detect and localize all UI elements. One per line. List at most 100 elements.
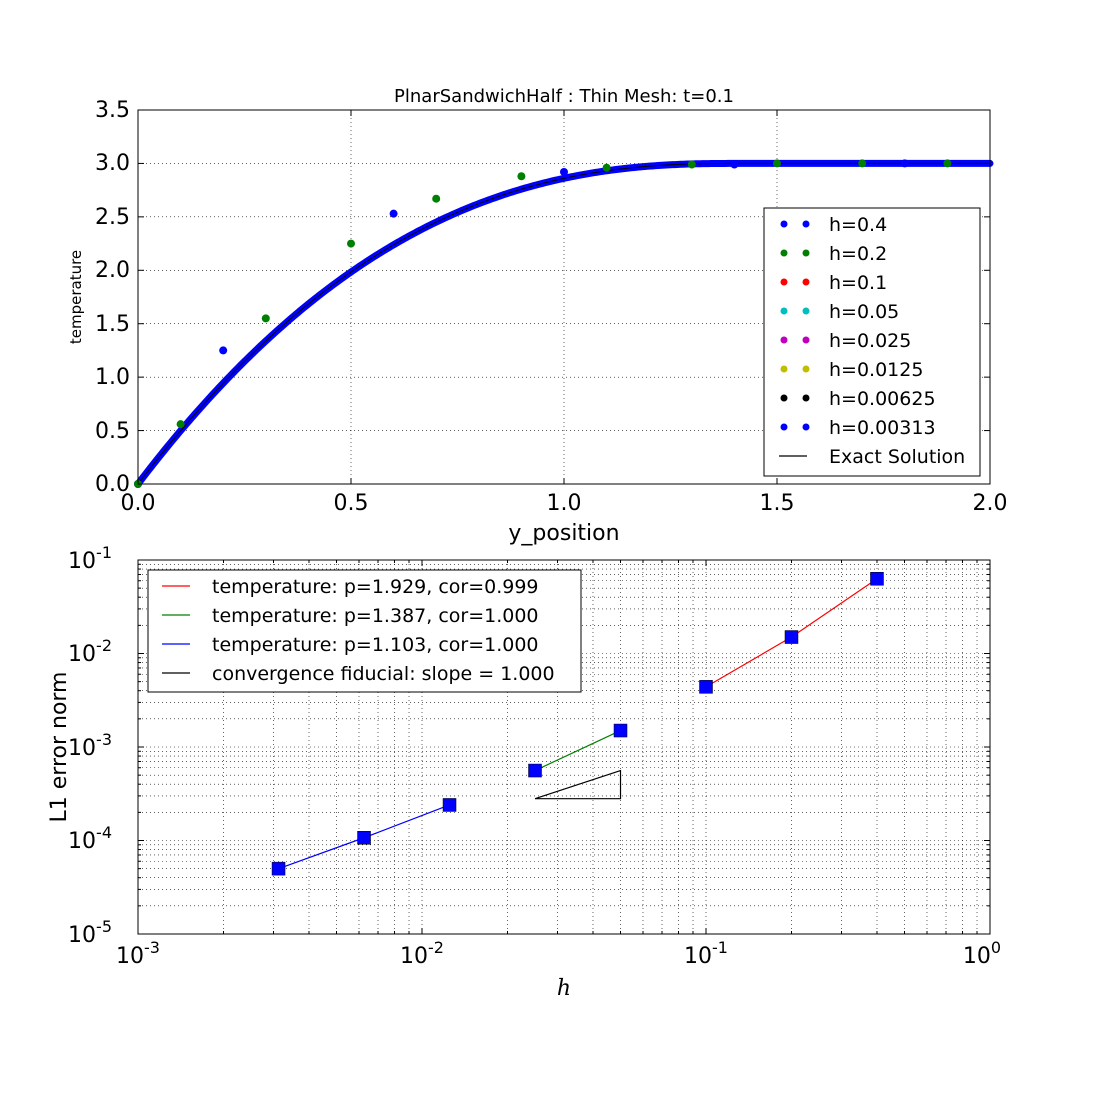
exact-solution-line (137, 162, 990, 485)
data-point (773, 159, 781, 168)
bottom-y-tick-label: 10-3 (68, 730, 112, 761)
bottom-legend: temperature: p=1.929, cor=0.999 temperat… (147, 569, 582, 693)
bottom-legend-box (147, 569, 582, 693)
legend-label: convergence fiducial: slope = 1.000 (212, 663, 555, 685)
series-marker (357, 831, 371, 845)
legend-label: h=0.00313 (829, 417, 936, 439)
legend-label: h=0.025 (829, 330, 911, 352)
bottom-y-tick-label: 10-2 (68, 636, 112, 667)
top-tick-marks (137, 109, 991, 485)
top-x-tick-labels: 0.0 0.5 1.0 1.5 2.0 (121, 491, 1008, 516)
top-x-axis-label: y_position (508, 521, 619, 546)
series-marker (271, 861, 286, 876)
legend-label: temperature: p=1.387, cor=1.000 (212, 605, 539, 627)
series-line (534, 729, 621, 772)
legend-marker (780, 423, 788, 431)
legend-marker (802, 336, 810, 344)
top-y-tick-labels: 0.0 0.5 1.0 1.5 2.0 2.5 3.0 3.5 (95, 98, 130, 497)
series-marker (699, 680, 713, 694)
legend-marker (780, 365, 788, 373)
legend-label: h=0.1 (829, 272, 887, 294)
top-x-tick-label: 1.0 (547, 491, 582, 516)
series-marker (613, 723, 628, 738)
top-legend: h=0.4 h=0.2 h=0.1 h=0.05 h=0.025 h=0.012… (763, 207, 981, 477)
legend-label: h=0.05 (829, 301, 899, 323)
series-marker (784, 630, 799, 644)
data-point (517, 172, 526, 181)
data-point (389, 209, 398, 218)
bottom-x-tick-label: 10-1 (684, 938, 728, 969)
top-x-tick-label: 0.5 (334, 491, 369, 516)
top-chart-title: PlnarSandwichHalf : Thin Mesh: t=0.1 (394, 86, 734, 107)
convergence-chart: 10-3 10-2 10-1 100 10-5 10-4 10-3 10-2 1… (47, 543, 1001, 1001)
top-y-tick-label: 3.5 (95, 98, 130, 123)
legend-marker (802, 423, 810, 431)
top-y-tick-label: 2.5 (95, 205, 130, 230)
data-point (219, 346, 228, 355)
top-y-axis-label: temperature (67, 250, 85, 344)
top-legend-box (763, 207, 981, 477)
legend-label: h=0.2 (829, 243, 887, 265)
top-y-tick-label: 0.0 (95, 472, 130, 497)
top-y-tick-label: 3.0 (95, 151, 130, 176)
data-point (347, 239, 355, 248)
legend-label: Exact Solution (829, 446, 965, 468)
data-point (432, 194, 441, 203)
legend-marker (780, 249, 788, 257)
legend-marker (802, 278, 810, 286)
bottom-x-axis-label: h (557, 976, 571, 1001)
legend-marker (802, 365, 810, 373)
data-point (858, 159, 867, 168)
top-y-tick-label: 2.0 (95, 258, 130, 283)
bottom-y-axis-label: L1 error norm (47, 672, 72, 823)
series-marker (442, 798, 457, 812)
legend-label: h=0.4 (829, 214, 887, 236)
legend-label: temperature: p=1.929, cor=0.999 (212, 576, 539, 598)
data-point (900, 159, 909, 168)
data-point (261, 314, 270, 323)
top-x-tick-label: 0.0 (121, 491, 156, 516)
bottom-y-tick-label: 10-4 (68, 823, 112, 854)
legend-marker (802, 220, 810, 228)
legend-marker (802, 249, 810, 257)
bottom-x-tick-label: 10-2 (400, 938, 444, 969)
legend-marker (802, 394, 810, 402)
data-point (943, 159, 952, 168)
data-point (730, 160, 739, 169)
bottom-x-tick-label: 100 (963, 938, 1001, 969)
top-y-tick-label: 1.0 (95, 365, 130, 390)
top-y-tick-label: 1.5 (95, 312, 130, 337)
bottom-tick-marks (137, 560, 990, 935)
top-y-tick-label: 0.5 (95, 419, 130, 444)
top-exact-solution-curve (134, 159, 994, 488)
data-point (602, 163, 611, 172)
bottom-y-tick-label: 10-5 (68, 917, 112, 948)
series-marker (528, 763, 542, 778)
top-x-tick-label: 2.0 (973, 491, 1008, 516)
series-line (534, 769, 622, 800)
legend-marker (780, 220, 788, 228)
legend-marker (780, 278, 788, 286)
bottom-series-markers (271, 572, 884, 876)
legend-marker (780, 336, 788, 344)
temperature-profile-chart: PlnarSandwichHalf : Thin Mesh: t=0.1 0.0… (67, 86, 1008, 546)
legend-marker (802, 307, 810, 315)
legend-marker (780, 394, 788, 402)
data-point (176, 420, 185, 429)
series-marker (870, 572, 884, 586)
top-data-points (134, 159, 952, 488)
top-legend-markers (780, 220, 810, 431)
data-point (560, 167, 568, 176)
bottom-x-tick-labels: 10-3 10-2 10-1 100 (116, 938, 1001, 969)
legend-label: h=0.0125 (829, 359, 923, 381)
data-point (687, 160, 696, 169)
legend-label: h=0.00625 (829, 388, 936, 410)
bottom-x-tick-label: 10-3 (116, 938, 160, 969)
legend-label: temperature: p=1.103, cor=1.000 (212, 634, 539, 656)
top-x-tick-label: 1.5 (760, 491, 795, 516)
bottom-y-tick-labels: 10-5 10-4 10-3 10-2 10-1 (68, 543, 112, 948)
legend-marker (780, 307, 788, 315)
bottom-y-tick-label: 10-1 (68, 543, 112, 574)
